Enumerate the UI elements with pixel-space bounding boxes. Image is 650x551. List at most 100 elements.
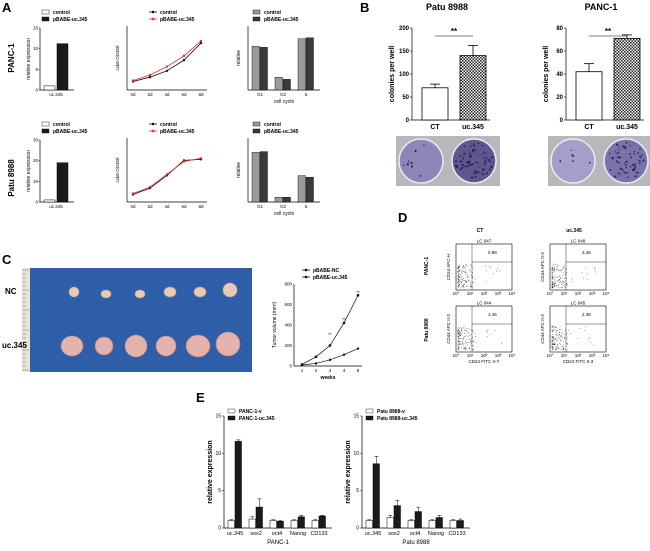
panel-d-plot1-event <box>552 286 554 288</box>
panel-d-plot3-event <box>561 346 563 347</box>
panel-d-plot3-event <box>558 334 560 335</box>
panel-d-plot2-event <box>458 339 459 341</box>
panel-d-plot3-event <box>568 330 569 331</box>
panel-d-plot2-event <box>472 341 474 342</box>
panel-a-r1-cycle-category: G1 <box>257 204 264 209</box>
panel-e-chart1-legend-label: Patu 8988-v <box>377 409 405 415</box>
panel-d-plot2-event <box>458 340 459 342</box>
panel-d-plot3-event <box>552 348 554 350</box>
panel-c-series-line <box>301 348 359 366</box>
panel-d-plot2-event <box>459 342 460 344</box>
colony-dot <box>484 152 487 155</box>
panel-d-plot0-event <box>464 283 466 285</box>
panel-a-r1-growth-xtick: 4d <box>164 204 170 209</box>
panel-d-plot3-event <box>553 325 554 327</box>
colony-dot <box>617 151 619 154</box>
panel-d-plot3-event <box>554 326 556 328</box>
panel-d-plot1-event <box>551 281 553 282</box>
panel-d-plot1-event <box>551 287 553 289</box>
colony-dot <box>485 159 488 161</box>
colony-dot <box>636 171 639 174</box>
panel-a-r0-growth-point <box>165 65 169 68</box>
panel-a-r0-expression-legend-label: pBABE-uc.345 <box>53 17 88 23</box>
panel-d-plot0-event <box>464 268 466 270</box>
panel-d-plot0-event <box>457 282 459 284</box>
panel-d-plot1-frame <box>549 243 607 291</box>
panel-d-plot0-event <box>459 284 461 286</box>
colony-dot <box>472 144 475 147</box>
panel-a-r0-growth-xtick: 2d <box>147 92 153 97</box>
colony-dot <box>641 154 643 157</box>
panel-d-plot1-event <box>552 282 554 283</box>
panel-e-chart1-xlabel: Patu 8988 <box>402 540 430 546</box>
colony-dot <box>634 163 636 166</box>
panel-d-plot2-event <box>458 347 460 349</box>
panel-d-plot2-event <box>473 340 475 342</box>
panel-d-plot3-event <box>558 348 560 349</box>
colony-dot <box>638 160 641 162</box>
panel-d-plot1-event <box>551 267 553 268</box>
panel-d-plot2-event <box>464 347 465 349</box>
panel-b-chart1-ytick: 80 <box>556 26 563 32</box>
panel-d-plot3-event <box>564 338 565 339</box>
colony-dot <box>629 153 631 155</box>
panel-d-plot0-event <box>468 276 470 278</box>
panel-d-plot1-event <box>551 269 553 271</box>
panel-e-chart0-legend-label: PANC-1-v <box>239 409 262 415</box>
panel-d-plot1-event <box>560 269 561 271</box>
panel-d-plot3-event <box>560 343 562 345</box>
panel-d-plot1-event <box>564 286 566 288</box>
panel-d-plot0-event <box>458 286 459 288</box>
panel-d-plot1-event <box>554 269 556 270</box>
panel-a-r0-growth-legend-label: pBABE-uc.345 <box>160 17 195 23</box>
panel-a-r1-expression-bar <box>56 162 69 203</box>
colony-dot <box>614 175 617 178</box>
panel-d-plot0-event <box>462 285 464 287</box>
panel-d-plot3-event <box>560 329 562 331</box>
panel-a-r1-growth-legend-label: control <box>160 122 178 128</box>
tumor-nc <box>100 289 112 299</box>
panel-a-r1-growth-legend-label: pBABE-uc.345 <box>160 129 195 135</box>
panel-d-plot3-event <box>564 336 565 338</box>
panel-d-plot3-event <box>560 326 562 328</box>
panel-d-plot1-event <box>552 268 553 270</box>
panel-d-plot2-event <box>458 343 460 345</box>
panel-d-plot2-event <box>457 334 459 336</box>
panel-d-plot1-event <box>559 286 561 288</box>
panel-d-plot2-event <box>472 337 473 339</box>
panel-d-plot3-event <box>563 347 565 349</box>
panel-d-plot3-event <box>556 332 557 334</box>
panel-d-plot0-event <box>463 283 465 285</box>
colony-dot <box>615 160 618 163</box>
panel-d-plot1-event <box>563 281 565 283</box>
panel-a-r0-cycle-bar <box>251 46 260 91</box>
panel-a-r0-growth-xtick: 0d <box>130 92 136 97</box>
panel-c-legend-label: pBABE-uc.345 <box>313 275 348 281</box>
colony-dot <box>617 172 620 175</box>
panel-d-plot1-event <box>558 280 560 281</box>
panel-d-plot0-event <box>462 273 463 275</box>
panel-a-r0-expression-ytick: 0 <box>35 88 38 93</box>
panel-d-plot0-event <box>466 286 468 287</box>
colony-dot <box>478 166 480 168</box>
panel-d-plot3-event <box>567 343 569 345</box>
panel-d-plot3-event <box>557 348 559 349</box>
panel-letter-d: D <box>398 210 407 225</box>
panel-d-plot1-event <box>558 270 560 271</box>
panel-d-plot2-event <box>471 345 473 346</box>
panel-b-chart1-ytick: 40 <box>556 72 563 78</box>
panel-e-chart0-ytick: 0 <box>218 526 221 532</box>
panel-d-plot2-event <box>463 326 465 328</box>
panel-c-point <box>300 363 304 366</box>
panel-a-r0-cycle-bar <box>297 38 306 91</box>
panel-a-r1-growth-point <box>199 157 203 160</box>
panel-e-chart1-legend-swatch <box>365 408 374 414</box>
colony-dot <box>481 154 483 156</box>
panel-d-plot1-event <box>562 269 563 271</box>
panel-d-plot2-event <box>465 335 466 337</box>
colony-dot <box>460 160 463 163</box>
panel-a-r0-growth-point <box>199 39 203 43</box>
panel-e-chart0-ytick: 15 <box>215 414 221 420</box>
panel-d-plot2-event <box>469 335 470 336</box>
